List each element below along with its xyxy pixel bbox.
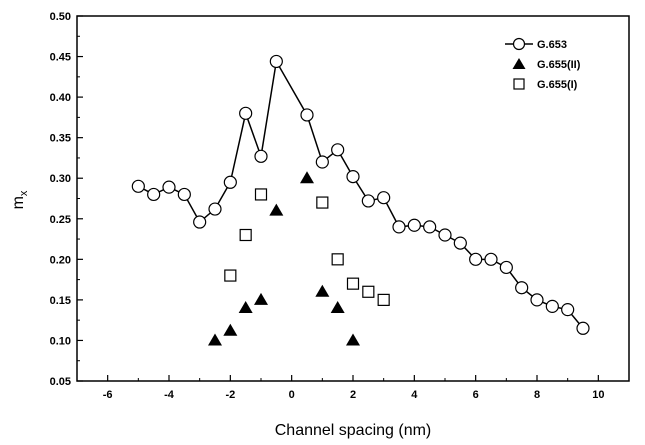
data-point-square bbox=[362, 285, 375, 298]
data-point-circle bbox=[254, 149, 268, 163]
legend-item-g655-i: G.655(I) bbox=[513, 78, 578, 91]
y-tick-label: 0.50 bbox=[50, 11, 71, 23]
legend-item-g653: G.653 bbox=[505, 37, 567, 51]
y-tick-label: 0.25 bbox=[50, 214, 71, 226]
data-point-circle bbox=[453, 236, 467, 250]
data-point-triangle bbox=[254, 292, 268, 305]
x-tick-label: 10 bbox=[592, 389, 604, 401]
data-point-circle bbox=[515, 281, 529, 295]
data-point-circle bbox=[269, 54, 283, 69]
data-point-circle bbox=[423, 220, 437, 234]
y-tick-label: 0.45 bbox=[50, 52, 71, 64]
data-point-circle bbox=[499, 260, 513, 275]
y-tick-label: 0.20 bbox=[50, 254, 71, 266]
data-point-circle bbox=[377, 191, 391, 205]
x-tick-label: -2 bbox=[225, 389, 235, 401]
data-point-circle bbox=[438, 228, 452, 242]
plot-marks bbox=[131, 54, 590, 346]
data-point-triangle bbox=[315, 284, 330, 297]
y-tick-label: 0.40 bbox=[50, 92, 71, 104]
data-point-circle bbox=[392, 220, 406, 234]
data-point-circle bbox=[239, 106, 253, 120]
data-point-circle bbox=[484, 252, 498, 266]
y-axis-title: mx bbox=[10, 190, 30, 209]
data-point-circle bbox=[576, 321, 590, 335]
data-point-square bbox=[316, 196, 329, 209]
data-point-triangle bbox=[346, 333, 360, 346]
legend: G.653 G.655(II) G.655(I) bbox=[505, 37, 581, 91]
data-point-triangle bbox=[208, 333, 222, 346]
data-point-circle bbox=[315, 155, 329, 169]
y-tick-label: 0.35 bbox=[50, 133, 71, 145]
data-point-triangle bbox=[330, 301, 345, 313]
legend-marker-g655-i bbox=[513, 78, 525, 90]
y-tick-label: 0.05 bbox=[50, 376, 71, 388]
data-point-circle bbox=[147, 187, 161, 202]
y-tick-label: 0.30 bbox=[50, 173, 71, 185]
x-tick-label: -6 bbox=[103, 389, 113, 401]
x-tick-label: 2 bbox=[350, 389, 356, 401]
legend-marker-g653 bbox=[512, 37, 526, 51]
x-tick-label: 8 bbox=[534, 389, 540, 401]
x-tick-label: 4 bbox=[411, 389, 418, 401]
data-point-circle bbox=[361, 194, 375, 208]
data-point-triangle bbox=[223, 323, 238, 336]
data-point-circle bbox=[208, 202, 222, 216]
data-point-square bbox=[377, 293, 390, 306]
x-axis-title: Channel spacing (nm) bbox=[275, 422, 432, 439]
x-tick-label: 0 bbox=[289, 389, 295, 401]
legend-label-g655-ii: G.655(II) bbox=[537, 59, 581, 71]
y-tick-label: 0.15 bbox=[50, 295, 71, 307]
legend-label-g655-i: G.655(I) bbox=[537, 79, 578, 91]
y-tick-label: 0.10 bbox=[50, 335, 71, 347]
data-point-square bbox=[224, 269, 237, 282]
data-point-circle bbox=[162, 180, 176, 194]
data-point-circle bbox=[561, 303, 575, 317]
data-point-square bbox=[331, 253, 344, 266]
data-point-circle bbox=[469, 252, 483, 266]
data-point-triangle bbox=[238, 301, 253, 313]
x-tick-label: 6 bbox=[473, 389, 479, 401]
legend-label-g653: G.653 bbox=[537, 39, 567, 51]
axis-ticks: -6 -4 -2 0 2 4 6 8 10 0.05 0.10 0.15 0.20 0.25 0.30 0.3… bbox=[50, 11, 630, 401]
x-tick-label: -4 bbox=[164, 389, 175, 401]
data-point-circle bbox=[530, 293, 544, 307]
data-point-circle bbox=[346, 170, 360, 184]
data-point-circle bbox=[545, 299, 559, 313]
data-point-circle bbox=[177, 187, 191, 202]
data-point-triangle bbox=[269, 203, 284, 216]
data-point-circle bbox=[407, 218, 421, 232]
legend-marker-g655-ii bbox=[512, 58, 526, 69]
data-point-circle bbox=[193, 215, 207, 229]
data-point-circle bbox=[331, 143, 345, 157]
y-axis-title-subscript: x bbox=[18, 190, 30, 196]
data-point-square bbox=[254, 188, 268, 201]
data-point-square bbox=[239, 228, 252, 242]
y-axis-title-main: m bbox=[10, 196, 27, 209]
legend-item-g655-ii: G.655(II) bbox=[512, 58, 581, 71]
data-point-circle bbox=[131, 179, 145, 193]
data-point-circle bbox=[300, 108, 314, 122]
data-point-triangle bbox=[300, 171, 314, 184]
data-point-circle bbox=[223, 175, 237, 189]
data-point-square bbox=[346, 277, 360, 290]
